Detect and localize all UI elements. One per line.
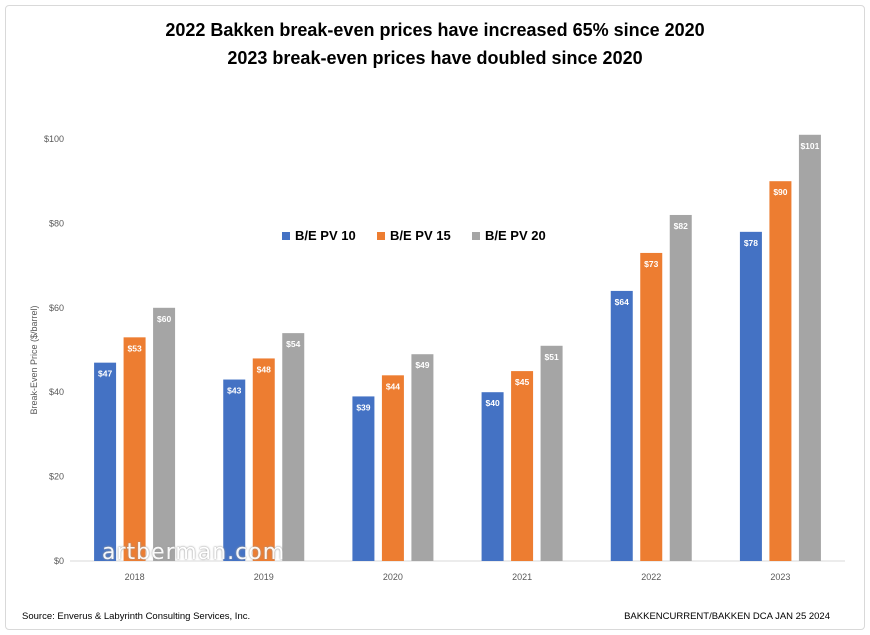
data-label: $47 xyxy=(98,369,112,379)
legend-swatch xyxy=(377,232,385,240)
y-tick-label: $20 xyxy=(49,472,64,482)
x-tick-label: 2019 xyxy=(254,572,274,582)
bar xyxy=(739,231,762,561)
data-label: $101 xyxy=(800,141,819,151)
bar xyxy=(481,392,504,561)
bar xyxy=(123,337,146,561)
data-label: $90 xyxy=(773,187,787,197)
y-tick-label: $40 xyxy=(49,387,64,397)
y-tick-label: $0 xyxy=(54,556,64,566)
chart-title: 2022 Bakken break-even prices have incre… xyxy=(165,20,705,40)
data-label: $60 xyxy=(157,314,171,324)
x-tick-label: 2021 xyxy=(512,572,532,582)
bar xyxy=(540,345,563,561)
bar xyxy=(511,371,534,561)
bar xyxy=(153,307,176,561)
x-tick-label: 2018 xyxy=(125,572,145,582)
data-label: $53 xyxy=(127,343,141,353)
data-label: $44 xyxy=(386,381,400,391)
bar xyxy=(252,358,275,561)
legend-swatch xyxy=(282,232,290,240)
x-tick-label: 2022 xyxy=(641,572,661,582)
bar xyxy=(640,252,663,561)
legend-label: B/E PV 20 xyxy=(485,228,546,243)
legend-swatch xyxy=(472,232,480,240)
bar xyxy=(381,375,404,561)
data-label: $54 xyxy=(286,339,300,349)
x-tick-label: 2023 xyxy=(770,572,790,582)
watermark-logo: artberman.com xyxy=(102,540,286,565)
source-note: Source: Enverus & Labyrinth Consulting S… xyxy=(22,611,251,622)
bar xyxy=(798,134,821,561)
data-label: $48 xyxy=(257,364,271,374)
data-label: $49 xyxy=(415,360,429,370)
chart-frame xyxy=(5,5,865,630)
data-label: $51 xyxy=(544,352,558,362)
bar xyxy=(223,379,246,561)
data-label: $78 xyxy=(744,238,758,248)
bar xyxy=(94,362,117,561)
bar xyxy=(282,333,305,561)
bar xyxy=(669,214,692,561)
chart-subtitle: 2023 break-even prices have doubled sinc… xyxy=(227,48,643,68)
bar xyxy=(411,354,434,561)
bar xyxy=(352,396,375,561)
y-tick-label: $100 xyxy=(44,134,64,144)
data-label: $43 xyxy=(227,386,241,396)
data-label: $64 xyxy=(615,297,629,307)
y-tick-label: $60 xyxy=(49,303,64,313)
y-tick-label: $80 xyxy=(49,218,64,228)
y-axis-label: Break-Even Price ($/barrel) xyxy=(29,305,39,414)
legend-label: B/E PV 10 xyxy=(295,228,356,243)
data-label: $73 xyxy=(644,259,658,269)
x-tick-label: 2020 xyxy=(383,572,403,582)
data-label: $40 xyxy=(485,398,499,408)
data-label: $82 xyxy=(674,221,688,231)
bar xyxy=(769,181,792,561)
reference-note: BAKKENCURRENT/BAKKEN DCA JAN 25 2024 xyxy=(624,611,830,622)
data-label: $45 xyxy=(515,377,529,387)
legend-label: B/E PV 15 xyxy=(390,228,451,243)
data-label: $39 xyxy=(356,402,370,412)
bar xyxy=(610,290,633,561)
